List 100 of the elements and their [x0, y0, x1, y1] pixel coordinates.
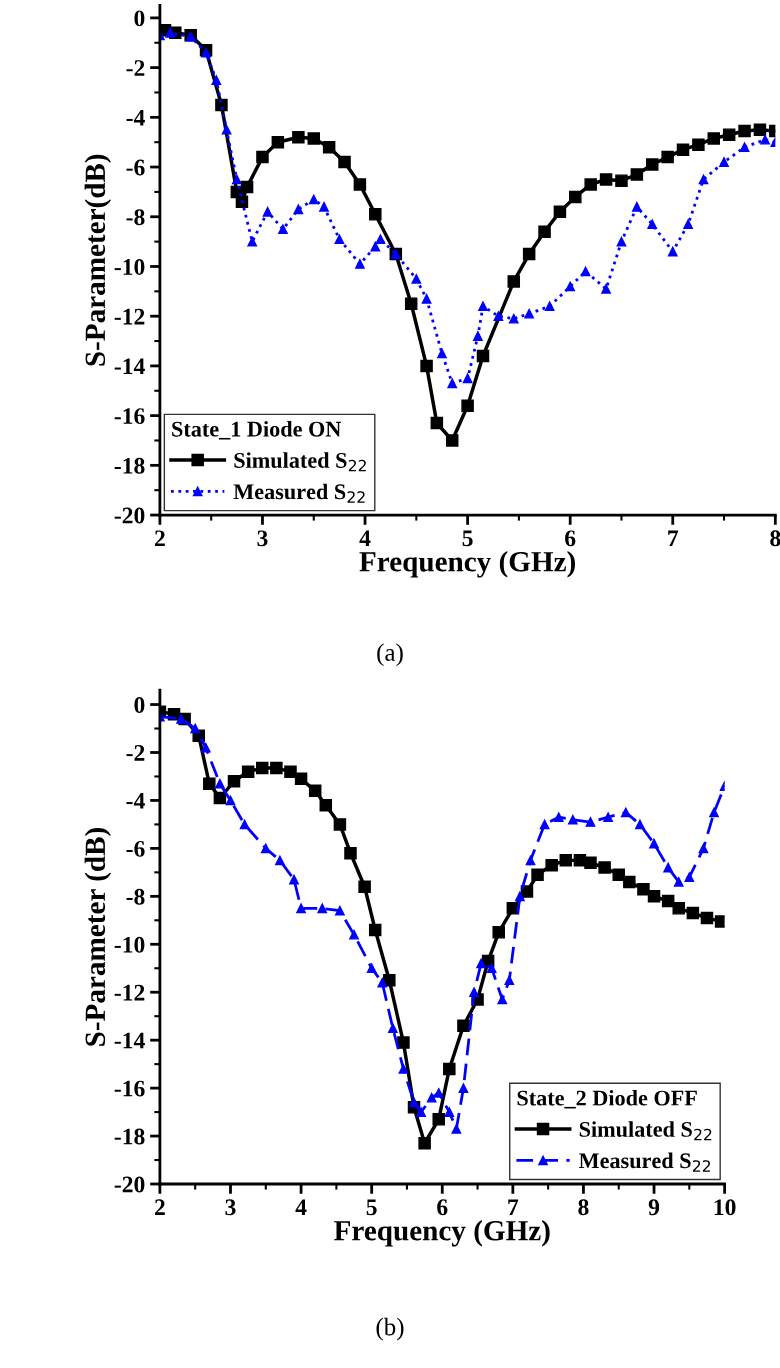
point: [294, 772, 308, 786]
point: [584, 856, 597, 870]
legend-label: Simulated S$_{22}$: [579, 1121, 712, 1141]
x-tick-label: 5: [366, 1199, 377, 1216]
point: [753, 123, 767, 137]
point: [760, 134, 770, 145]
point: [334, 234, 345, 244]
point: [525, 855, 536, 866]
point: [241, 765, 255, 778]
y-tick-label: -18: [114, 457, 145, 474]
point: [612, 868, 625, 882]
point: [645, 158, 659, 171]
point: [569, 190, 582, 204]
point: [649, 838, 659, 849]
point: [507, 275, 521, 288]
point: [553, 812, 564, 823]
point: [565, 281, 576, 292]
text: (a): [377, 643, 403, 667]
point: [462, 373, 473, 384]
point: [635, 819, 645, 830]
point: [451, 1124, 462, 1134]
point: [538, 225, 551, 238]
point: [637, 882, 650, 896]
point: [661, 150, 674, 164]
point: [620, 807, 631, 818]
point: [176, 714, 186, 724]
legend-title: State_2 Diode OFF: [517, 1089, 697, 1109]
point: [601, 283, 611, 294]
point: [383, 973, 396, 987]
point: [411, 274, 422, 284]
point: [247, 236, 258, 247]
point: [492, 926, 505, 939]
legend-title: State_1 Diode ON: [172, 420, 342, 440]
point: [355, 259, 365, 269]
point: [358, 880, 371, 893]
point: [256, 761, 269, 775]
point: [709, 807, 719, 818]
point: [398, 1064, 409, 1074]
y-tick-label: -16: [114, 1080, 145, 1097]
x-tick-label: 5: [462, 530, 473, 547]
y-tick-label: -20: [114, 1176, 145, 1193]
point: [215, 778, 225, 789]
point: [240, 180, 254, 194]
y-tick-label: -14: [114, 1032, 145, 1049]
point: [553, 205, 567, 219]
point: [707, 132, 721, 145]
point: [545, 858, 558, 872]
y-tick-label: -4: [126, 109, 145, 126]
point: [667, 246, 678, 257]
point: [437, 348, 447, 359]
point: [631, 201, 642, 212]
x-tick-label: 3: [257, 530, 268, 547]
point: [445, 434, 459, 447]
point: [630, 168, 644, 181]
point: [473, 331, 483, 341]
point: [200, 742, 211, 753]
point: [447, 378, 458, 389]
point: [369, 208, 382, 221]
point: [397, 1036, 410, 1049]
point: [375, 234, 386, 244]
point: [322, 140, 336, 154]
y-tick-label: -12: [114, 984, 145, 1001]
point: [544, 301, 555, 312]
point: [739, 142, 750, 153]
point: [686, 906, 700, 920]
point: [663, 862, 674, 873]
point: [692, 138, 705, 151]
x-tick-label: 3: [225, 1199, 236, 1216]
point: [684, 872, 695, 883]
point: [615, 174, 628, 187]
y-tick-label: -2: [126, 745, 145, 761]
legend-label: Simulated S$_{22}$: [234, 452, 366, 472]
point: [366, 963, 377, 974]
x-tick-label: 7: [668, 530, 679, 547]
point: [289, 874, 299, 885]
point: [335, 905, 345, 916]
point: [580, 266, 591, 277]
point: [603, 812, 614, 823]
point: [476, 958, 486, 969]
point: [647, 890, 661, 903]
point: [433, 1088, 444, 1098]
point: [213, 791, 227, 805]
point: [307, 132, 321, 145]
point: [319, 798, 333, 812]
point: [598, 861, 611, 874]
point: [458, 1083, 469, 1093]
point: [284, 765, 297, 778]
point: [420, 359, 433, 373]
x-tick-label: 7: [508, 1199, 519, 1215]
point: [211, 75, 222, 85]
point: [409, 1097, 419, 1108]
point: [225, 795, 236, 806]
point: [673, 877, 684, 887]
point: [353, 178, 367, 191]
point: [221, 124, 232, 135]
y-tick-label: -6: [126, 159, 145, 176]
x-tick-label: 2: [154, 1199, 165, 1215]
point: [476, 349, 490, 363]
point: [515, 891, 525, 902]
x-axis-title: Frequency (GHz): [334, 1220, 550, 1247]
